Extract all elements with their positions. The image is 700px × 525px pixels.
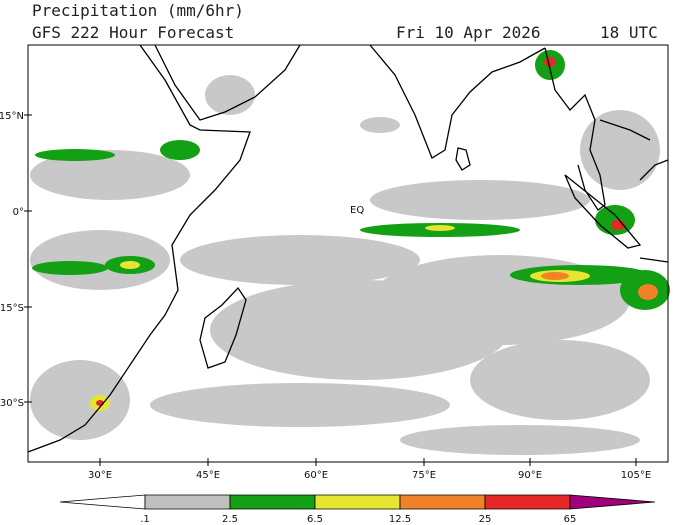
- colorbar-segment: [59, 494, 146, 510]
- colorbar-segment: [569, 494, 656, 510]
- lon-label: 105°E: [621, 470, 651, 481]
- time: 18 UTC: [600, 23, 658, 42]
- lon-label: 30°E: [88, 470, 112, 481]
- date: Fri 10 Apr 2026: [396, 23, 541, 42]
- lat-label: 15°S: [0, 303, 24, 314]
- colorbar-label: 65: [564, 514, 577, 525]
- lat-label: 0°: [13, 207, 24, 218]
- equator-label: EQ: [350, 205, 364, 216]
- coastlines: [27, 44, 669, 453]
- lat-label: 15°N: [0, 111, 24, 122]
- colorbar-segment: [144, 494, 231, 510]
- colorbar-label: 25: [479, 514, 492, 525]
- colorbar-segment: [399, 494, 486, 510]
- colorbar: .1 2.5 6.5 12.5 25 65: [59, 494, 656, 525]
- precip-gray: [30, 75, 660, 455]
- colorbar-segment: [484, 494, 571, 510]
- map-frame: [27, 44, 669, 463]
- lon-label: 75°E: [412, 470, 436, 481]
- colorbar-label: .1: [140, 514, 150, 525]
- lon-label: 60°E: [304, 470, 328, 481]
- lat-label: 30°S: [0, 398, 24, 409]
- precip-color: [32, 50, 670, 411]
- colorbar-segment: [229, 494, 316, 510]
- colorbar-label: 2.5: [222, 514, 238, 525]
- colorbar-label: 6.5: [307, 514, 323, 525]
- axes: 15°N 0° 15°S 30°S 30°E 45°E 60°E 75°E 90°E 105°E: [0, 111, 651, 481]
- subtitle: GFS 222 Hour Forecast: [32, 23, 234, 42]
- title: Precipitation (mm/6hr): [32, 1, 244, 20]
- lon-label: 45°E: [196, 470, 220, 481]
- colorbar-segment: [314, 494, 401, 510]
- colorbar-label: 12.5: [389, 514, 411, 525]
- lon-label: 90°E: [518, 470, 542, 481]
- map: EQ: [27, 44, 670, 463]
